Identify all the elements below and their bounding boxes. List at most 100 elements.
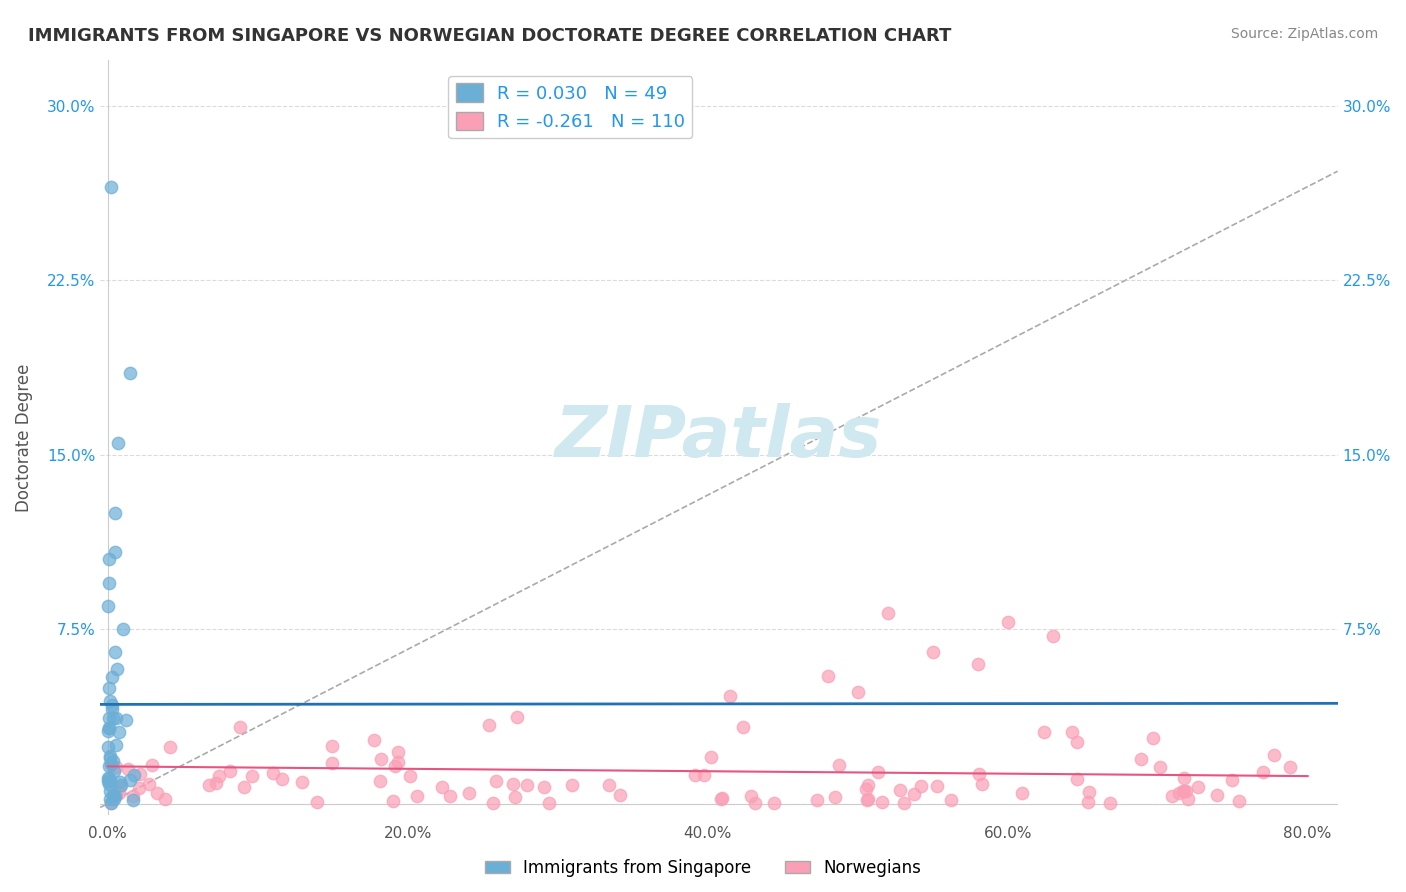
Point [104,789,127,804]
Point [104,544,127,558]
Point [806,793,828,807]
Point [104,711,127,725]
Point [1174,784,1197,798]
Point [693,768,716,782]
Point [101,789,124,804]
Legend: R = 0.030   N = 49, R = -0.261   N = 110: R = 0.030 N = 49, R = -0.261 N = 110 [449,76,692,138]
Point [457,786,479,800]
Point [100,757,122,772]
Point [966,657,988,671]
Point [855,782,877,797]
Point [98,681,121,695]
Point [1263,747,1285,762]
Point [870,795,893,809]
Point [305,795,328,809]
Point [1077,795,1099,809]
Point [997,615,1019,630]
Point [856,792,879,806]
Point [104,506,127,520]
Point [98,694,121,708]
Point [232,780,254,794]
Point [104,760,127,774]
Point [430,780,453,794]
Point [478,717,501,731]
Point [941,793,963,807]
Point [98,575,121,590]
Point [97,771,120,785]
Point [240,769,263,783]
Point [101,698,124,713]
Point [105,662,128,676]
Point [893,797,915,811]
Point [117,763,139,777]
Point [103,792,125,806]
Point [101,702,124,716]
Point [208,769,231,783]
Point [103,754,125,768]
Point [538,796,561,810]
Point [817,669,839,683]
Point [159,739,181,754]
Point [1060,725,1083,739]
Y-axis label: Doctorate Degree: Doctorate Degree [15,363,32,512]
Point [98,721,121,735]
Point [153,791,176,805]
Point [718,690,741,704]
Point [114,714,136,728]
Point [868,765,890,780]
Point [108,725,131,739]
Point [122,768,145,782]
Point [262,766,284,780]
Point [744,796,766,810]
Point [387,745,409,759]
Point [98,783,121,797]
Point [503,789,526,804]
Text: ZIPatlas: ZIPatlas [555,403,883,472]
Point [98,552,121,566]
Point [710,792,733,806]
Point [100,180,122,194]
Point [100,797,122,811]
Point [104,645,127,659]
Point [122,789,145,803]
Point [218,764,240,778]
Point [1279,759,1302,773]
Point [481,796,503,810]
Point [846,685,869,699]
Point [561,779,583,793]
Point [740,789,762,803]
Point [291,774,314,789]
Point [925,779,948,793]
Point [321,739,343,754]
Point [1206,788,1229,802]
Point [1042,629,1064,643]
Point [733,720,755,734]
Point [921,645,943,659]
Point [103,788,125,802]
Point [1167,786,1189,800]
Point [107,786,129,800]
Point [406,789,429,804]
Point [1173,784,1195,798]
Point [1078,785,1101,799]
Point [387,755,409,769]
Point [533,780,555,794]
Point [100,796,122,810]
Point [824,789,846,804]
Point [122,793,145,807]
Point [516,778,538,792]
Point [1161,789,1184,803]
Point [1142,731,1164,745]
Point [145,786,167,800]
Point [609,789,631,803]
Point [910,780,932,794]
Point [876,606,898,620]
Point [903,787,925,801]
Point [120,367,142,381]
Point [381,794,404,808]
Text: Source: ZipAtlas.com: Source: ZipAtlas.com [1230,27,1378,41]
Point [967,767,990,781]
Point [100,773,122,788]
Point [110,778,132,792]
Point [762,796,785,810]
